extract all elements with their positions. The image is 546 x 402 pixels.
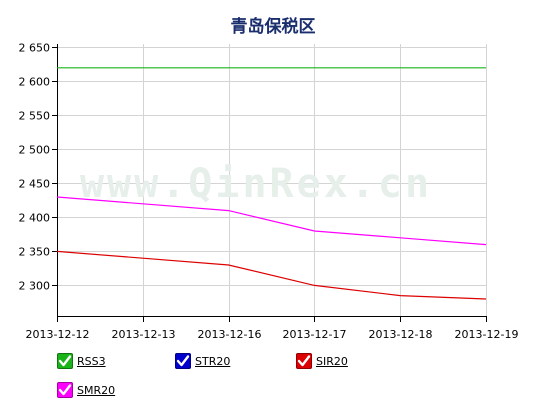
x-tick-label: 2013-12-12 <box>26 328 90 341</box>
legend-item-smr20[interactable]: SMR20 <box>57 382 115 398</box>
y-tick-label: 2 300 <box>19 280 51 293</box>
y-axis-tick-labels: 2 300 2 350 2 400 2 450 2 500 2 550 2 600 2 650 <box>19 42 51 293</box>
y-tick-label: 2 650 <box>19 42 51 55</box>
x-axis-tick-labels: 2013-12-12 2013-12-13 2013-12-16 2013-12-17… <box>26 328 519 341</box>
legend-label[interactable]: RSS3 <box>77 354 106 368</box>
y-tick-label: 2 450 <box>19 178 51 191</box>
watermark-text: www.QinRex.cn <box>80 161 432 207</box>
legend-item-str20[interactable]: STR20 <box>175 353 230 369</box>
x-tick-label: 2013-12-13 <box>112 328 176 341</box>
checkbox-checked-icon[interactable] <box>175 353 191 369</box>
x-tick-label: 2013-12-17 <box>283 328 347 341</box>
legend-item-rss3[interactable]: RSS3 <box>57 353 106 369</box>
x-tick-label: 2013-12-16 <box>198 328 262 341</box>
x-tick-label: 2013-12-18 <box>369 328 433 341</box>
legend-label[interactable]: SIR20 <box>316 354 348 368</box>
checkbox-checked-icon[interactable] <box>57 353 73 369</box>
axes <box>52 44 487 322</box>
y-tick-label: 2 600 <box>19 76 51 89</box>
checkbox-checked-icon[interactable] <box>57 382 73 398</box>
legend-item-sir20[interactable]: SIR20 <box>296 353 348 369</box>
y-tick-label: 2 550 <box>19 110 51 123</box>
legend-label[interactable]: STR20 <box>195 354 231 368</box>
y-tick-label: 2 350 <box>19 246 51 259</box>
series-lines <box>56 67 487 300</box>
legend-label[interactable]: SMR20 <box>77 383 116 397</box>
checkbox-checked-icon[interactable] <box>296 353 312 369</box>
series-line-sir20 <box>56 250 487 300</box>
y-tick-label: 2 500 <box>19 144 51 157</box>
x-tick-label: 2013-12-19 <box>455 328 519 341</box>
chart-title: 青岛保税区 <box>230 17 316 37</box>
y-tick-label: 2 400 <box>19 212 51 225</box>
series-line-smr20 <box>56 196 487 246</box>
